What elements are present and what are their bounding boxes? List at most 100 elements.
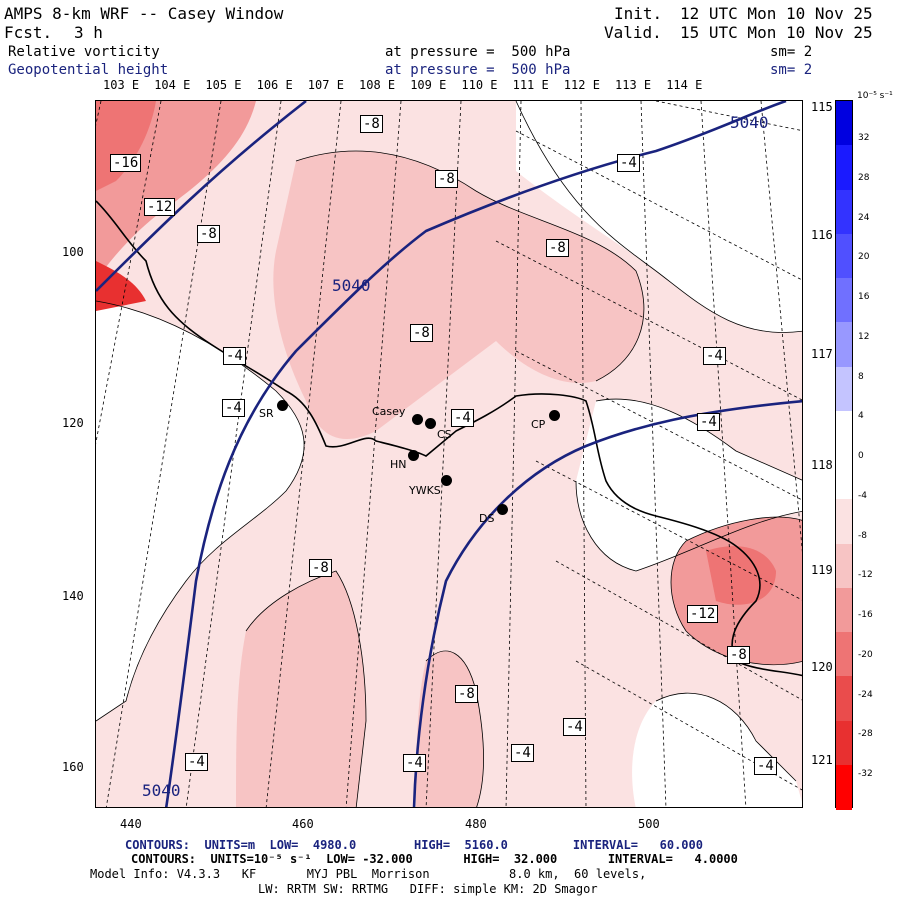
colorbar-tick: -12: [858, 570, 873, 581]
valid-label: Valid.: [604, 23, 662, 42]
colorbar-tick: 4: [858, 411, 864, 422]
model-title: AMPS 8-km WRF -- Casey Window: [4, 4, 284, 23]
top-lon-label: 113 E: [615, 78, 652, 92]
colorbar-tick: -20: [858, 649, 873, 660]
init-label: Init.: [614, 4, 663, 23]
vorticity-label: -4: [617, 154, 640, 172]
top-lon-label: 109 E: [410, 78, 447, 92]
vorticity-label: -8: [727, 646, 750, 664]
station-label: CS: [437, 428, 452, 441]
vorticity-label: -12: [687, 605, 719, 623]
valid-value: 15 UTC Mon 10 Nov 25: [680, 23, 873, 42]
y-tick: 140: [62, 589, 84, 603]
field1-pressure: at pressure = 500 hPa: [385, 44, 571, 60]
colorbar-segment: [836, 499, 852, 544]
map-plot: 5040 5040 5040 -16 -12 -8 -8 -8 -8 -8 -4…: [95, 100, 803, 808]
x-tick: 440: [120, 817, 142, 831]
footer-physics-info: LW: RRTM SW: RRTMG DIFF: simple KM: 2D S…: [258, 882, 598, 896]
field2-sm: sm= 2: [770, 62, 813, 78]
field1-name: Relative vorticity: [8, 44, 160, 60]
vorticity-label: -4: [403, 754, 426, 772]
station-marker: [408, 450, 419, 461]
vorticity-label: -16: [110, 154, 142, 172]
station-marker: [497, 504, 508, 515]
top-lon-label: 106 E: [256, 78, 293, 92]
vorticity-label: -4: [563, 718, 586, 736]
field1-sm: sm= 2: [770, 44, 813, 60]
colorbar-tick: 24: [858, 212, 870, 223]
x-tick: 480: [465, 817, 487, 831]
vorticity-label: -12: [144, 198, 176, 216]
field2-pressure: at pressure = 500 hPa: [385, 62, 571, 78]
colorbar-segment: [836, 278, 852, 323]
station-label: SR: [259, 407, 274, 420]
colorbar-segment: [836, 366, 852, 412]
top-lon-label: 107 E: [307, 78, 344, 92]
height-label: 5040: [730, 113, 769, 132]
vorticity-zero-region-se: [632, 693, 802, 807]
fcst-value: 3 h: [74, 23, 103, 42]
vorticity-label: -8: [435, 170, 458, 188]
colorbar-segment: [836, 410, 852, 456]
height-label: 5040: [142, 781, 181, 800]
colorbar-tick: -8: [858, 530, 867, 541]
antarctic-coastline: [96, 200, 802, 677]
colorbar-tick: -28: [858, 729, 873, 740]
station-label: CP: [531, 418, 546, 431]
vorticity-zero-region-east: [576, 399, 802, 571]
vorticity-label: -8: [455, 685, 478, 703]
top-lon-label: 108 E: [359, 78, 396, 92]
vorticity-label: -4: [222, 399, 245, 417]
lat-lon-graticule: [96, 101, 802, 807]
vorticity-label: -8: [546, 239, 569, 257]
top-lon-label: 112 E: [563, 78, 600, 92]
colorbar-tick: 16: [858, 292, 870, 302]
colorbar-segment: [836, 233, 852, 279]
station-marker: [549, 410, 560, 421]
colorbar-tick: -24: [858, 689, 873, 700]
footer-model-info: Model Info: V4.3.3 KF MYJ PBL Morrison 8…: [90, 867, 647, 881]
colorbar-segment: [836, 322, 852, 367]
colorbar-segment: [836, 720, 852, 766]
vorticity-label: -4: [754, 757, 777, 775]
station-label: HN: [390, 458, 407, 471]
colorbar-tick: 0: [858, 451, 864, 461]
station-marker: [425, 418, 436, 429]
vorticity-label: -8: [360, 115, 383, 133]
top-lon-label: 111 E: [512, 78, 549, 92]
colorbar-segment: [836, 543, 852, 589]
vorticity-minus8-south: [236, 571, 366, 807]
y-tick: 160: [62, 760, 84, 774]
colorbar-tick: -4: [858, 490, 867, 501]
y-tick: 100: [62, 245, 84, 259]
y-tick: 120: [62, 416, 84, 430]
station-marker: [441, 475, 452, 486]
fcst-label: Fcst.: [4, 23, 53, 42]
init-value: 12 UTC Mon 10 Nov 25: [680, 4, 873, 23]
vorticity-label: -8: [309, 559, 332, 577]
colorbar-tick: 20: [858, 252, 870, 263]
colorbar-unit: 10⁻⁵ s⁻¹: [857, 91, 893, 101]
vorticity-label: -4: [451, 409, 474, 427]
height-label: 5040: [332, 276, 371, 295]
vorticity-label: -8: [197, 225, 220, 243]
vorticity-label: -4: [703, 347, 726, 365]
x-tick: 500: [638, 817, 660, 831]
colorbar-tick: -16: [858, 610, 873, 620]
footer-vorticity-contours: CONTOURS: UNITS=10⁻⁵ s⁻¹ LOW= -32.000 HI…: [131, 852, 738, 866]
vorticity-label: -4: [223, 347, 246, 365]
colorbar-tick: 32: [858, 133, 870, 143]
station-label: Casey: [372, 405, 406, 418]
station-marker: [412, 414, 423, 425]
colorbar-segment: [836, 764, 852, 810]
colorbar-segment: [836, 455, 852, 500]
vorticity-label: -8: [410, 324, 433, 342]
station-label: YWKS: [409, 484, 441, 497]
colorbar-tick: 8: [858, 371, 864, 382]
colorbar-tick: 12: [858, 331, 870, 342]
vorticity-label: -4: [185, 753, 208, 771]
vorticity-label: -4: [697, 413, 720, 431]
field2-name: Geopotential height: [8, 62, 169, 78]
vorticity-minus8-area: [273, 151, 644, 440]
colorbar-segment: [836, 587, 852, 633]
